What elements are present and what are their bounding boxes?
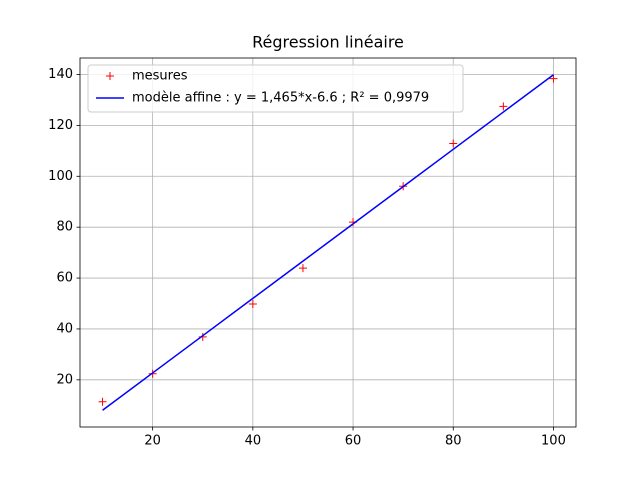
marker (98, 397, 107, 406)
y-tick-label: 60 (56, 271, 73, 286)
y-tick-label: 80 (56, 220, 73, 235)
chart-title: Régression linéaire (252, 33, 404, 52)
marker (549, 74, 558, 83)
y-tick-label: 20 (56, 372, 73, 387)
line (102, 74, 554, 411)
legend-label: mesures (132, 69, 188, 84)
legend-label: modèle affine : y = 1,465*x-6.6 ; R² = 0… (132, 91, 429, 106)
legend-marker (106, 72, 114, 80)
y-tick-label: 120 (48, 118, 73, 133)
x-tick-label: 100 (541, 434, 566, 449)
y-tick-label: 40 (56, 321, 73, 336)
plot-frame (79, 57, 577, 428)
x-tick-label: 60 (345, 434, 362, 449)
legend-box (87, 64, 464, 113)
x-tick-label: 20 (144, 434, 161, 449)
marker (499, 102, 508, 111)
x-tick-label: 40 (245, 434, 262, 449)
marker (298, 264, 307, 273)
y-tick-label: 100 (48, 169, 73, 184)
y-tick-label: 140 (48, 67, 73, 82)
marker (449, 139, 458, 148)
x-tick-label: 80 (445, 434, 462, 449)
marker (248, 300, 257, 309)
